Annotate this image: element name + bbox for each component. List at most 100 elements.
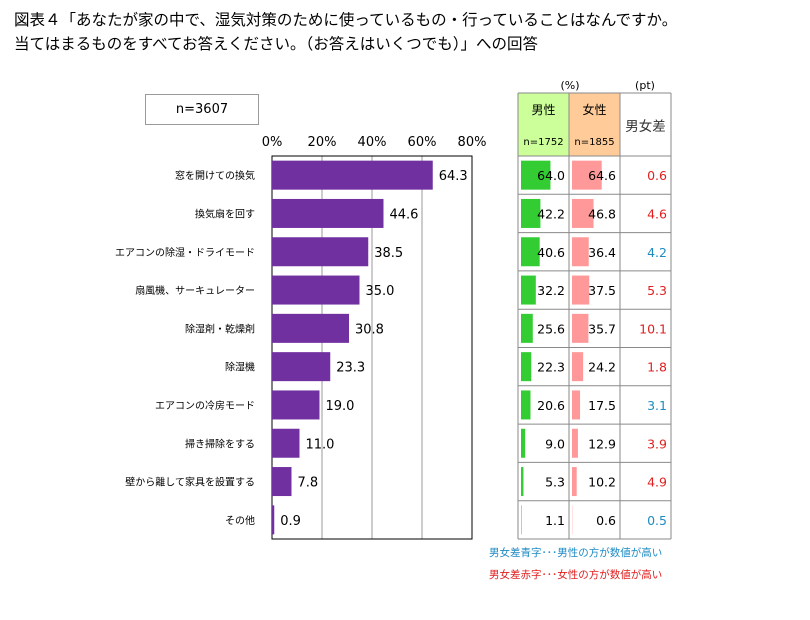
male-n-label: n=1752 xyxy=(523,137,563,148)
category-label: エアコンの冷房モード xyxy=(155,399,255,412)
bar-value-label: 64.3 xyxy=(439,169,468,184)
diff-value: 10.1 xyxy=(639,321,667,336)
bar xyxy=(272,428,300,458)
category-label: その他 xyxy=(225,514,255,527)
diff-value: 5.3 xyxy=(647,283,667,298)
bar-value-label: 19.0 xyxy=(326,399,355,414)
female-mini-bar xyxy=(572,198,594,228)
male-value: 1.1 xyxy=(545,513,565,528)
x-tick-label: 40% xyxy=(358,135,387,150)
male-header-label: 男性 xyxy=(531,103,555,117)
male-mini-bar xyxy=(521,237,540,267)
female-n-label: n=1855 xyxy=(574,137,614,148)
bar-value-label: 44.6 xyxy=(390,207,419,222)
diff-value: 4.9 xyxy=(647,475,667,490)
diff-value: 3.9 xyxy=(647,436,667,451)
plot-frame xyxy=(271,155,473,540)
male-mini-bar xyxy=(521,198,541,228)
female-header-label: 女性 xyxy=(582,102,606,117)
category-label: 壁から離して家具を設置する xyxy=(125,476,255,489)
category-label: 掃き掃除をする xyxy=(185,437,255,450)
category-label: 扇風機、サーキュレーター xyxy=(135,284,255,297)
diff-header-label: 男女差 xyxy=(625,118,666,135)
male-mini-bar xyxy=(521,390,531,420)
diff-value: 4.6 xyxy=(647,206,667,221)
bar xyxy=(272,275,360,305)
category-label: 除湿剤・乾燥剤 xyxy=(185,322,255,335)
category-label: 換気扇を回す xyxy=(195,207,255,220)
male-value: 42.2 xyxy=(537,206,565,221)
female-header-cell xyxy=(569,93,620,156)
male-mini-bar xyxy=(521,352,532,382)
female-mini-bar xyxy=(572,467,577,497)
title-line-1: 図表４「あなたが家の中で、湿気対策のために使っているもの・行っていることはなんで… xyxy=(14,11,678,29)
female-mini-bar xyxy=(572,237,589,267)
x-tick-label: 20% xyxy=(308,135,337,150)
female-mini-bar xyxy=(572,313,589,343)
legend-blue-note: 男女差青字･･･男性の方が数値が高い xyxy=(489,547,663,559)
female-value: 17.5 xyxy=(588,398,616,413)
diff-value: 0.6 xyxy=(647,168,667,183)
male-value: 25.6 xyxy=(537,321,565,336)
male-mini-bar xyxy=(521,505,522,535)
male-mini-bar xyxy=(521,160,551,190)
category-label: エアコンの除湿・ドライモード xyxy=(115,246,255,259)
female-mini-bar xyxy=(572,390,581,420)
female-value: 10.2 xyxy=(588,475,616,490)
male-value: 5.3 xyxy=(545,475,565,490)
x-tick-label: 0% xyxy=(262,135,283,150)
male-mini-bar xyxy=(521,275,536,305)
male-value: 40.6 xyxy=(537,245,565,260)
sample-size-box: n=3607 xyxy=(145,94,259,125)
unit-percent-label: (%) xyxy=(560,79,579,92)
bar xyxy=(272,313,349,343)
female-value: 36.4 xyxy=(588,245,616,260)
male-value: 32.2 xyxy=(537,283,565,298)
unit-point-label: (pt) xyxy=(635,79,655,92)
male-value: 20.6 xyxy=(537,398,565,413)
male-value: 9.0 xyxy=(545,436,565,451)
bar xyxy=(272,505,275,535)
bar-value-label: 11.0 xyxy=(306,437,335,452)
female-mini-bar xyxy=(572,352,584,382)
female-mini-bar xyxy=(572,160,602,190)
male-mini-bar xyxy=(521,467,524,497)
bar xyxy=(272,467,292,497)
female-value: 12.9 xyxy=(588,436,616,451)
male-mini-bar xyxy=(521,428,526,458)
diff-value: 3.1 xyxy=(647,398,667,413)
bar-value-label: 35.0 xyxy=(366,284,395,299)
male-mini-bar xyxy=(521,313,533,343)
x-tick-label: 80% xyxy=(458,135,487,150)
category-label: 除湿機 xyxy=(225,361,255,374)
bar xyxy=(272,160,433,190)
legend-red-note: 男女差赤字･･･女性の方が数値が高い xyxy=(489,569,663,581)
bar-value-label: 38.5 xyxy=(374,246,403,261)
female-value: 0.6 xyxy=(596,513,616,528)
female-value: 24.2 xyxy=(588,360,616,375)
female-value: 64.6 xyxy=(588,168,616,183)
category-label: 窓を開けての換気 xyxy=(175,169,255,182)
bar-value-label: 23.3 xyxy=(336,361,365,376)
bar-value-label: 30.8 xyxy=(355,322,384,337)
female-value: 37.5 xyxy=(588,283,616,298)
diff-value: 4.2 xyxy=(647,245,667,260)
x-tick-label: 60% xyxy=(408,135,437,150)
female-mini-bar xyxy=(572,428,578,458)
female-value: 35.7 xyxy=(588,321,616,336)
male-value: 22.3 xyxy=(537,360,565,375)
male-value: 64.0 xyxy=(537,168,565,183)
bar-value-label: 7.8 xyxy=(298,476,319,491)
bar xyxy=(272,352,331,382)
diff-value: 1.8 xyxy=(647,360,667,375)
female-value: 46.8 xyxy=(588,206,616,221)
bar xyxy=(272,237,369,267)
male-header-cell xyxy=(518,93,569,156)
title-line-2: 当てはまるものをすべてお答えください。（お答えはいくつでも）」への回答 xyxy=(14,35,539,53)
bar xyxy=(272,390,320,420)
female-mini-bar xyxy=(572,275,590,305)
bar xyxy=(272,198,384,228)
bar-value-label: 0.9 xyxy=(280,514,301,529)
chart-title: 図表４「あなたが家の中で、湿気対策のために使っているもの・行っていることはなんで… xyxy=(14,8,677,56)
